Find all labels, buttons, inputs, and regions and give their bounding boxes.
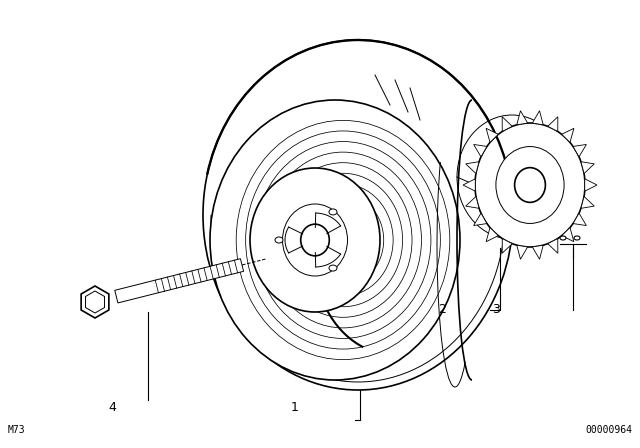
Ellipse shape	[515, 168, 545, 202]
Ellipse shape	[329, 265, 337, 271]
Polygon shape	[486, 128, 499, 142]
Polygon shape	[466, 162, 479, 173]
Ellipse shape	[210, 100, 460, 380]
Polygon shape	[516, 111, 527, 125]
Polygon shape	[115, 258, 244, 303]
Ellipse shape	[203, 40, 513, 390]
Polygon shape	[548, 117, 558, 131]
Polygon shape	[562, 128, 574, 142]
Polygon shape	[502, 238, 512, 253]
Polygon shape	[532, 111, 543, 125]
Polygon shape	[81, 286, 109, 318]
Polygon shape	[486, 228, 499, 241]
Polygon shape	[532, 245, 543, 259]
Ellipse shape	[282, 204, 348, 276]
Ellipse shape	[301, 224, 330, 256]
Ellipse shape	[457, 115, 567, 239]
Text: 1: 1	[291, 401, 298, 414]
Text: M73: M73	[8, 425, 26, 435]
Ellipse shape	[560, 236, 566, 240]
Polygon shape	[474, 144, 487, 157]
Polygon shape	[463, 179, 476, 191]
Polygon shape	[573, 144, 586, 157]
Text: 4: 4	[108, 401, 116, 414]
Polygon shape	[562, 228, 574, 241]
Polygon shape	[474, 213, 487, 225]
Ellipse shape	[475, 123, 585, 247]
Text: 00000964: 00000964	[585, 425, 632, 435]
Ellipse shape	[478, 138, 546, 215]
Ellipse shape	[329, 209, 337, 215]
Ellipse shape	[574, 236, 580, 240]
Polygon shape	[581, 162, 595, 173]
Text: 3: 3	[492, 302, 500, 316]
Ellipse shape	[275, 237, 283, 243]
Ellipse shape	[250, 168, 380, 312]
Polygon shape	[548, 238, 558, 253]
Polygon shape	[573, 213, 586, 225]
Ellipse shape	[496, 146, 564, 224]
Text: 2: 2	[438, 302, 445, 316]
Polygon shape	[466, 196, 479, 208]
Polygon shape	[585, 179, 597, 191]
Polygon shape	[581, 196, 595, 208]
Polygon shape	[502, 117, 512, 131]
Polygon shape	[516, 245, 527, 259]
